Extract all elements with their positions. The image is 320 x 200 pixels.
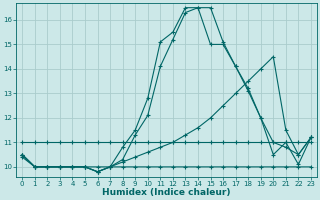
X-axis label: Humidex (Indice chaleur): Humidex (Indice chaleur) xyxy=(102,188,231,197)
